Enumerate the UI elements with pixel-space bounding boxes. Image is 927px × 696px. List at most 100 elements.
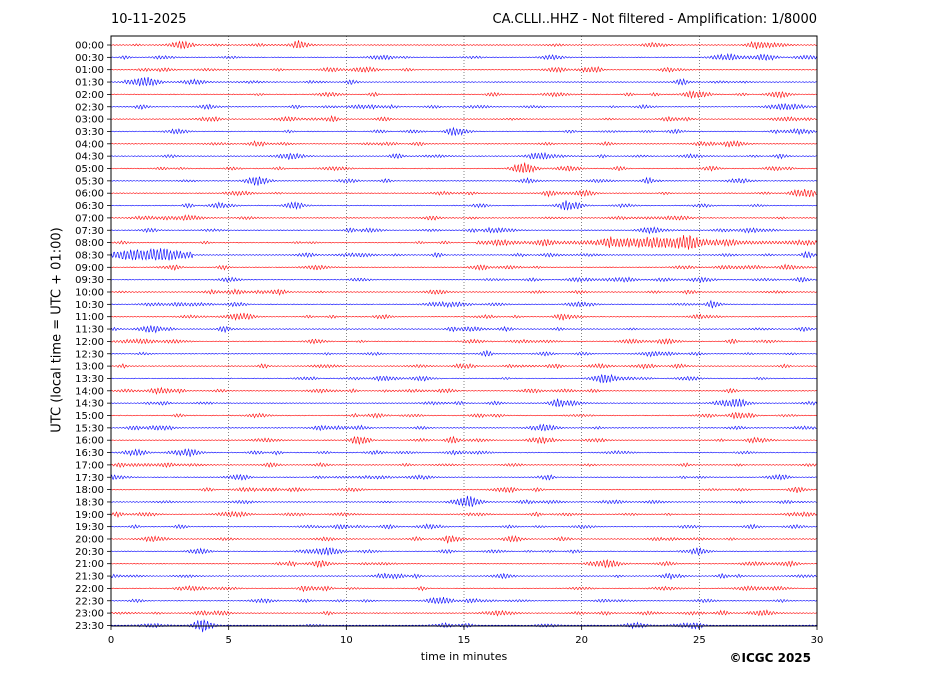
trace-1830 [110,495,817,507]
chart-title: CA.CLLI..HHZ - Not filtered - Amplificat… [492,12,818,27]
y-tick-label: 09:00 [75,263,104,274]
trace-1130 [110,325,817,334]
trace-2030 [110,546,817,556]
y-tick-label: 02:00 [75,90,104,101]
y-tick-label: 01:00 [75,65,104,76]
y-tick-label: 05:00 [75,164,104,175]
trace-0400 [110,140,817,148]
y-tick-label: 20:00 [75,535,104,546]
y-tick-label: 16:30 [75,448,104,459]
y-tick-label: 11:00 [75,312,104,323]
y-tick-label: 12:30 [75,349,104,360]
trace-1730 [110,473,817,481]
y-tick-label: 02:30 [75,102,104,113]
y-tick-label: 21:30 [75,572,104,583]
trace-0830 [110,247,817,261]
x-tick-label: 10 [340,635,353,646]
trace-1200 [110,338,817,345]
trace-1700 [110,462,817,468]
trace-1630 [110,447,817,457]
y-tick-label: 08:00 [75,238,104,249]
trace-0330 [110,126,817,137]
y-tick-label: 03:30 [75,127,104,138]
y-tick-label: 04:00 [75,139,104,150]
y-tick-label: 10:30 [75,300,104,311]
trace-0700 [110,214,817,222]
y-tick-label: 23:30 [75,621,104,632]
y-tick-label: 19:00 [75,510,104,521]
y-tick-label: 07:30 [75,226,104,237]
trace-1030 [110,299,817,309]
trace-1230 [110,349,817,358]
y-tick-label: 09:30 [75,275,104,286]
trace-0630 [110,200,817,211]
y-tick-label: 06:00 [75,189,104,200]
trace-1400 [110,386,817,395]
y-tick-label: 15:30 [75,423,104,434]
trace-0930 [110,276,817,284]
y-tick-label: 17:30 [75,473,104,484]
trace-1800 [110,486,817,494]
trace-0430 [110,151,817,160]
y-tick-label: 14:00 [75,386,104,397]
trace-0730 [110,226,817,235]
y-tick-label: 18:30 [75,497,104,508]
y-tick-label: 23:00 [75,609,104,620]
trace-1600 [110,435,817,446]
trace-2100 [110,558,817,569]
y-tick-label: 07:00 [75,213,104,224]
trace-2230 [110,596,817,605]
y-tick-label: 03:00 [75,115,104,126]
trace-1330 [110,373,817,384]
y-tick-label: 20:30 [75,547,104,558]
trace-0200 [110,90,817,99]
trace-2300 [110,609,817,617]
y-tick-label: 14:30 [75,399,104,410]
y-tick-label: 01:30 [75,78,104,89]
trace-1530 [110,423,817,432]
trace-0230 [110,102,817,111]
trace-1900 [110,510,817,518]
trace-0000 [110,40,817,50]
trace-2000 [110,535,817,544]
y-tick-label: 19:30 [75,522,104,533]
y-tick-label: 18:00 [75,485,104,496]
y-tick-label: 10:00 [75,288,104,299]
trace-1000 [110,288,817,296]
trace-0030 [110,52,817,61]
y-tick-label: 12:00 [75,337,104,348]
y-tick-label: 06:30 [75,201,104,212]
y-tick-label: 22:00 [75,584,104,595]
x-tick-label: 5 [225,635,231,646]
trace-2130 [110,572,817,581]
y-tick-label: 05:30 [75,176,104,187]
trace-0900 [110,263,817,271]
y-tick-label: 00:30 [75,53,104,64]
trace-1100 [110,312,817,321]
trace-0600 [110,188,817,198]
y-tick-label: 04:30 [75,152,104,163]
trace-1430 [110,398,817,408]
trace-0130 [110,76,817,87]
trace-2200 [110,585,817,593]
x-tick-label: 0 [108,635,114,646]
y-tick-label: 16:00 [75,436,104,447]
y-tick-label: 15:00 [75,411,104,422]
y-tick-label: 08:30 [75,250,104,261]
y-tick-label: 00:00 [75,41,104,52]
y-tick-label: 22:30 [75,596,104,607]
trace-0530 [110,176,817,186]
copyright-notice: ©ICGC 2025 [729,651,811,665]
x-tick-label: 25 [693,635,706,646]
y-axis-label: UTC (local time = UTC + 01:00) [49,227,65,433]
trace-0100 [110,65,817,73]
trace-0500 [110,162,817,173]
y-tick-label: 17:00 [75,460,104,471]
trace-0300 [110,115,817,123]
trace-1300 [110,362,817,370]
trace-1930 [110,523,817,530]
y-tick-label: 11:30 [75,325,104,336]
trace-0800 [110,234,817,250]
x-tick-label: 20 [575,635,588,646]
